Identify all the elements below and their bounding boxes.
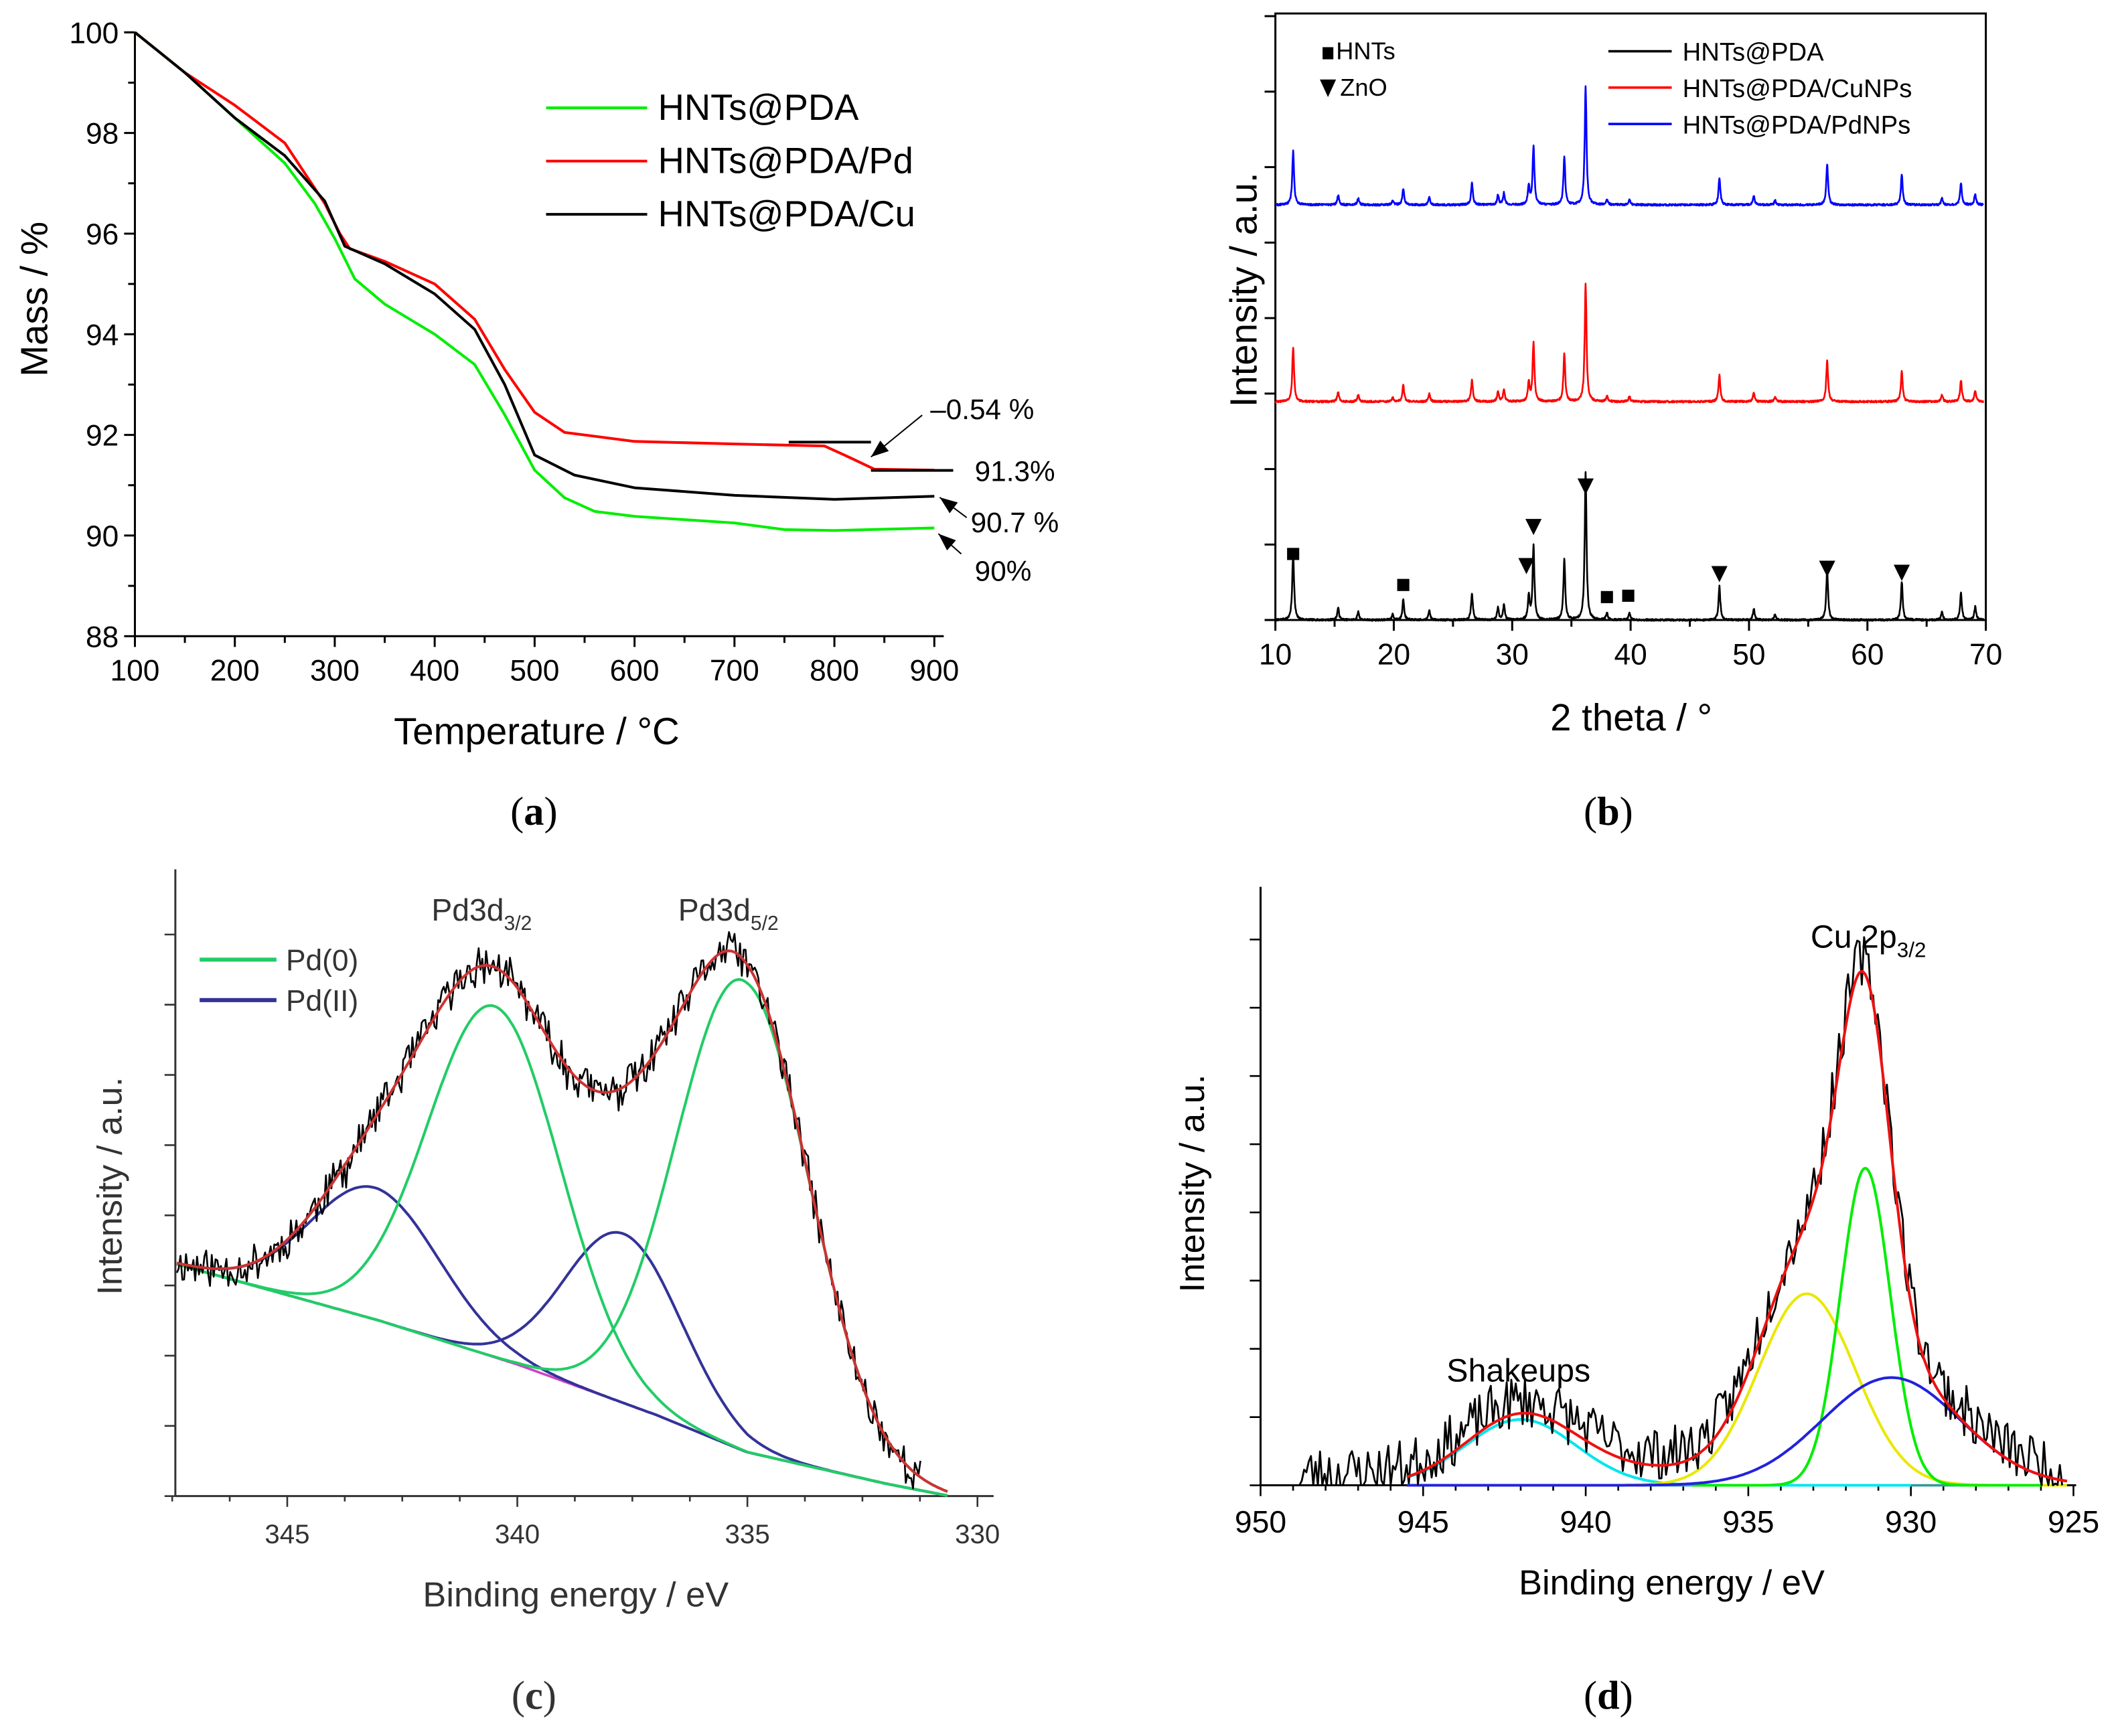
legend-label: HNTs (1336, 37, 1395, 65)
series-line-2 (134, 31, 935, 501)
x-tick-label: 50 (1732, 639, 1765, 672)
x-tick-label: 340 (495, 1519, 540, 1549)
zno-legend-triangle (1320, 79, 1337, 97)
y-tick-label: 96 (86, 218, 119, 251)
x-tick-label: 200 (210, 655, 260, 688)
zno-triangle-marker (1893, 564, 1910, 581)
legend-label: HNTs@PDA/PdNPs (1683, 110, 1911, 139)
xrd-pattern-1 (1274, 283, 1984, 404)
annotation-label: –0.54 % (930, 394, 1034, 425)
y-tick-label: 92 (86, 420, 119, 453)
y-tick-label: 94 (86, 319, 119, 351)
fit-component-2 (1691, 1166, 2041, 1487)
x-tick-label: 300 (310, 655, 360, 688)
zno-triangle-marker (1819, 560, 1835, 577)
x-tick-label: 935 (1722, 1504, 1774, 1539)
legend-label: HNTs@PDA (1683, 38, 1824, 67)
peak-label-cu2p32: Cu 2p3/2 (1811, 919, 1927, 961)
x-tick-label: 930 (1885, 1504, 1937, 1539)
panel-caption: (b) (1584, 789, 1633, 834)
x-tick-label: 940 (1560, 1504, 1611, 1539)
legend-label: Pd(0) (286, 945, 358, 977)
zno-triangle-marker (1711, 566, 1728, 582)
peak-label-pd3d32: Pd3d3/2 (431, 892, 532, 935)
x-tick-label: 100 (110, 655, 160, 688)
raw-spectrum (1298, 936, 2063, 1486)
x-tick-label: 330 (955, 1519, 1000, 1549)
x-tick-label: 945 (1398, 1504, 1449, 1539)
x-tick-label: 30 (1496, 639, 1529, 672)
x-tick-label: 20 (1377, 639, 1410, 672)
legend-label: HNTs@PDA/Cu (658, 193, 915, 234)
x-tick-label: 800 (810, 655, 859, 688)
hnts-square-marker (1397, 578, 1410, 591)
x-tick-label: 500 (510, 655, 559, 688)
y-axis-label: Intensity / a.u. (1173, 1075, 1212, 1293)
x-axis-label: Binding energy / eV (1519, 1564, 1825, 1603)
zno-triangle-marker (1525, 519, 1542, 536)
annotation-arrow-head (938, 534, 956, 551)
legend-label: Pd(II) (286, 985, 358, 1018)
panel-b-xrd-chart: 10 20 30 40 50 60 70 2 theta / ° Intensity / a.u… (1222, 12, 2002, 834)
x-tick-label: 70 (1969, 639, 2002, 672)
x-tick-label: 40 (1614, 639, 1647, 672)
peak-label-shakeups: Shakeups (1446, 1353, 1590, 1389)
envelope-fit (1406, 969, 2067, 1483)
zno-triangle-marker (1577, 478, 1594, 495)
x-tick-label: 950 (1235, 1504, 1286, 1539)
fit-component-0 (176, 1004, 948, 1498)
legend-label: HNTs@PDA/CuNPs (1683, 74, 1912, 103)
hnts-square-marker (1287, 548, 1300, 560)
series-line-0 (134, 31, 935, 532)
y-tick-label: 88 (86, 621, 119, 653)
y-tick-label: 98 (86, 118, 119, 151)
x-tick-label: 400 (410, 655, 459, 688)
series-line-1 (134, 31, 935, 472)
x-tick-label: 600 (610, 655, 660, 688)
y-axis-label: Intensity / a.u. (90, 1077, 129, 1295)
envelope-fit (176, 949, 948, 1493)
x-tick-label: 10 (1259, 639, 1292, 672)
xrd-pattern-0 (1274, 471, 1985, 622)
y-axis-label: Mass / % (13, 222, 56, 377)
peak-label-pd3d52: Pd3d5/2 (678, 892, 779, 935)
annotation-label: 91.3% (975, 456, 1055, 487)
plot-frame (1274, 12, 1987, 621)
x-tick-label: 900 (909, 655, 959, 688)
panel-caption: (d) (1584, 1674, 1633, 1719)
y-axis-label: Intensity / a.u. (1222, 172, 1264, 407)
x-tick-label: 335 (725, 1519, 770, 1549)
x-axis-label: 2 theta / ° (1550, 696, 1712, 738)
panel-caption: (a) (510, 789, 557, 834)
panel-c-xps-pd-chart: 345 340 335 330 Binding energy / eV Intensity… (90, 869, 1000, 1719)
xrd-pattern-2 (1274, 85, 1984, 207)
zno-triangle-marker (1518, 558, 1535, 574)
legend-label: HNTs@PDA/Pd (658, 141, 913, 181)
x-tick-label: 345 (265, 1519, 309, 1549)
legend-label: HNTs@PDA (658, 87, 859, 128)
x-tick-label: 925 (2048, 1504, 2099, 1539)
x-axis-label: Temperature / °C (394, 710, 680, 752)
annotation-label: 90.7 % (971, 507, 1059, 538)
x-tick-label: 700 (710, 655, 759, 688)
annotation-arrow-head (939, 497, 958, 514)
y-tick-label: 90 (86, 520, 119, 553)
y-tick-label: 100 (69, 17, 119, 50)
legend-label: ZnO (1340, 74, 1387, 101)
panel-d-xps-cu-chart: 950 945 940 935 930 925 Binding energy / eV Int… (1173, 886, 2099, 1719)
annotation-label: 90% (975, 556, 1032, 587)
panel-caption: (c) (512, 1674, 556, 1719)
panel-a-tga-chart: 100 200 300 400 500 600 700 800 900 88 90 92 94 96 98 1… (13, 17, 1059, 834)
x-axis-label: Binding energy / eV (423, 1576, 729, 1615)
hnts-square-marker (1622, 589, 1635, 602)
annotation-arrow-head (871, 441, 889, 457)
x-tick-label: 60 (1851, 639, 1884, 672)
hnts-legend-square (1323, 47, 1334, 60)
hnts-square-marker (1600, 590, 1613, 603)
